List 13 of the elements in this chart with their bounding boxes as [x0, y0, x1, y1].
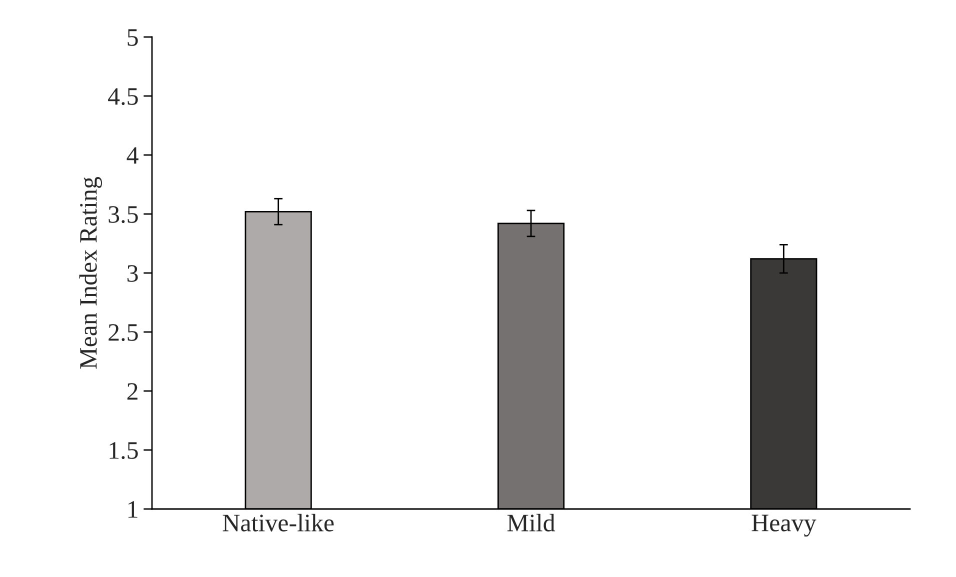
x-tick-label: Mild	[507, 514, 556, 532]
y-tick-label: 3.5	[108, 206, 138, 224]
y-tick-label: 3	[128, 265, 138, 282]
y-tick-label: 1	[128, 501, 138, 518]
y-axis-title: Mean Index Rating	[79, 176, 102, 369]
y-tick-label: 2.5	[108, 324, 138, 342]
y-tick-label: 2	[127, 383, 138, 400]
y-tick-label: 4	[126, 147, 138, 164]
y-tick-label: 1.5	[110, 442, 138, 460]
x-tick-label: Heavy	[752, 514, 816, 537]
x-tick-label: Native-like	[222, 514, 334, 532]
y-tick-label: 4.5	[108, 88, 138, 106]
y-tick-label: 5	[128, 29, 138, 46]
